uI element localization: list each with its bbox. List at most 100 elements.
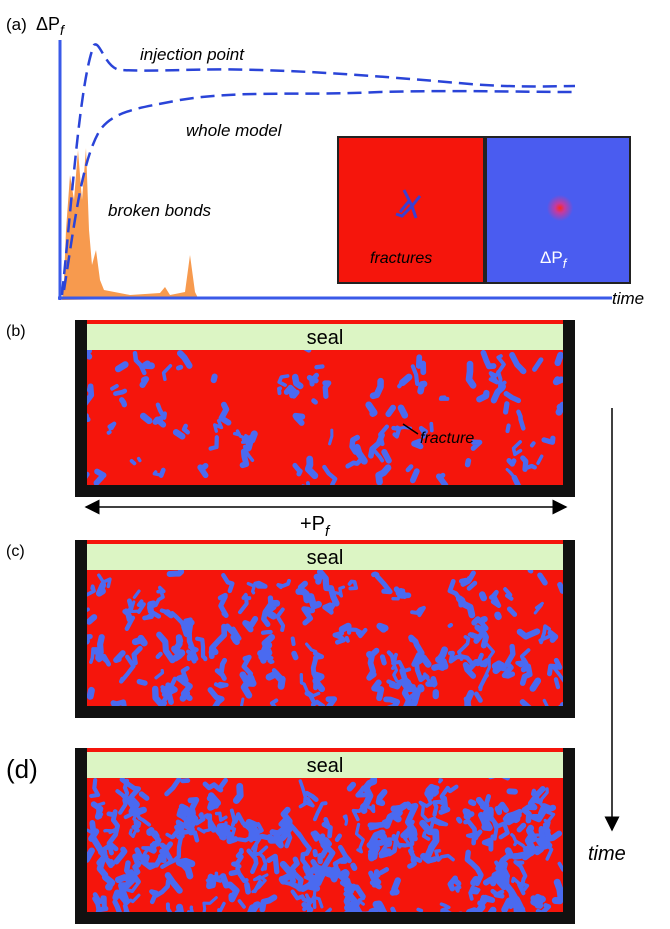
panel-label: (c) (6, 543, 25, 560)
x-axis-label: time (612, 289, 644, 308)
inset-label: fractures (370, 250, 432, 267)
fracture (532, 443, 534, 445)
fracture (421, 688, 422, 690)
fracture (139, 682, 145, 684)
fracture (112, 386, 117, 389)
time-label: time (588, 843, 626, 865)
seal-top (87, 540, 563, 544)
fracture (344, 816, 346, 824)
fracture (450, 625, 451, 626)
fracture (161, 470, 163, 476)
fracture (247, 885, 248, 892)
fracture (509, 461, 514, 465)
fracture (370, 852, 371, 854)
fracture (520, 632, 537, 637)
fracture (314, 401, 316, 403)
fracture (353, 866, 354, 869)
seal-top (87, 320, 563, 324)
fracture (287, 388, 295, 393)
fracture (170, 572, 181, 574)
fracture (176, 432, 182, 436)
fracture (421, 384, 425, 391)
fracture (135, 638, 144, 643)
fracture (105, 830, 114, 833)
fracture (508, 426, 509, 432)
fracture (381, 869, 387, 872)
wall (563, 320, 575, 497)
fracture (96, 477, 102, 483)
fracture (482, 595, 484, 598)
fracture (189, 625, 192, 649)
fracture (440, 780, 442, 782)
fracture (139, 459, 140, 461)
fracture (88, 830, 91, 832)
seal-label: seal (307, 547, 344, 569)
fracture (116, 893, 118, 898)
fracture (279, 388, 280, 393)
fracture (92, 823, 93, 831)
seal-label: seal (307, 755, 344, 777)
base (75, 912, 575, 924)
fracture (141, 794, 146, 798)
fracture (150, 604, 154, 612)
fracture (263, 632, 271, 633)
fracture (380, 626, 385, 629)
fracture (236, 786, 240, 800)
fracture (533, 897, 542, 906)
fracture (401, 408, 405, 415)
fracture (515, 855, 524, 857)
fracture (413, 471, 417, 480)
fracture (310, 378, 316, 381)
fracture (184, 426, 188, 432)
base (75, 706, 575, 718)
fracture (87, 851, 92, 860)
fracture (317, 577, 320, 582)
fracture (498, 805, 507, 813)
seal-label: seal (307, 327, 344, 349)
fracture (471, 802, 474, 803)
fracture (145, 364, 151, 366)
panel-label: (b) (6, 323, 26, 340)
fracture (556, 380, 561, 382)
pressure-glow (536, 184, 584, 232)
fracture (134, 822, 139, 831)
fracture (176, 637, 180, 649)
fracture (115, 391, 124, 394)
fracture (99, 585, 103, 594)
fracture (105, 877, 112, 887)
fracture (110, 424, 115, 429)
fracture (347, 638, 348, 641)
y-axis-label: ΔPf (36, 14, 66, 38)
fracture (294, 654, 296, 658)
fracture (274, 670, 277, 673)
fracture (335, 633, 344, 642)
fracture (383, 657, 385, 663)
fracture (495, 664, 503, 671)
histogram-label: broken bonds (108, 201, 212, 220)
curve-label: injection point (140, 45, 245, 64)
fracture (519, 825, 523, 829)
fracture (143, 416, 149, 421)
curve-label: whole model (186, 121, 283, 140)
fracture (122, 400, 125, 405)
fracture (483, 619, 485, 620)
fracture (468, 834, 477, 838)
fracture (90, 690, 91, 696)
fracture (388, 408, 393, 414)
fracture (371, 855, 373, 858)
fracture (468, 461, 469, 465)
fracture (216, 684, 227, 687)
fracture (441, 397, 448, 399)
annotation: fracture (420, 430, 474, 447)
panel-label: (a) (6, 15, 27, 34)
fracture (301, 584, 305, 588)
fracture (434, 666, 442, 667)
fracture (525, 466, 535, 468)
fracture (469, 364, 473, 385)
fracture (530, 571, 531, 572)
fracture (506, 404, 507, 412)
fracture (158, 654, 161, 657)
fracture (544, 438, 553, 442)
fracture (313, 834, 316, 840)
fracture (118, 365, 125, 369)
